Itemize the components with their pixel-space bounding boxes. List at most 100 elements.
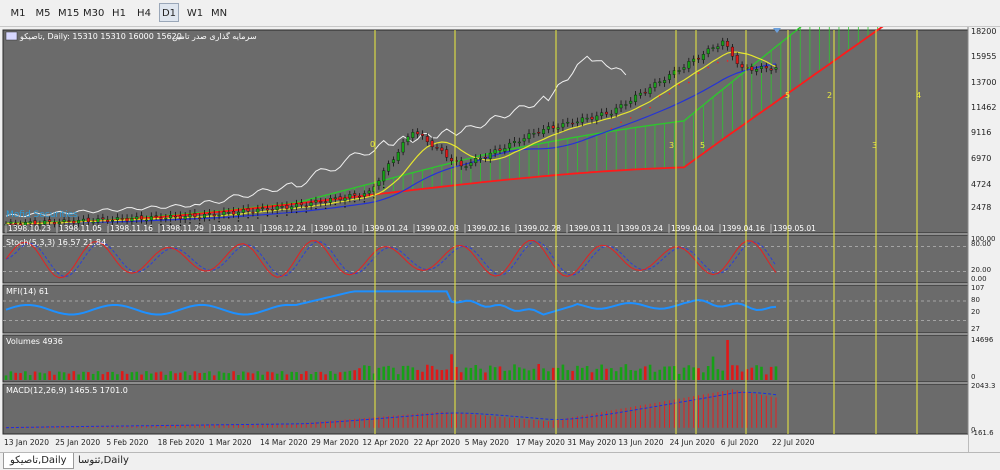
candle [609,113,613,116]
candle [183,216,187,220]
candle [120,218,124,220]
volume-bar [585,366,589,380]
chart-tab-1[interactable]: تاصیکو,Daily [3,453,74,469]
price-tick-label: 2478 [971,203,991,212]
volume-bar [740,371,744,380]
candle [169,215,173,219]
volume-bar [246,372,250,380]
volume-bar [261,374,264,380]
volume-bar [309,374,313,380]
volume-bar [726,339,729,380]
volume-bar [334,373,337,380]
timeframe-m15-button[interactable]: M15 [58,8,80,19]
volume-bar [159,371,163,380]
candle [232,211,236,215]
candle [532,132,536,135]
broker-watermark: Mofid Securities [6,210,78,220]
candle [420,133,424,136]
timeframe-m30-button[interactable]: M30 [83,8,105,19]
candle [450,157,454,161]
date-axis-label: 22 Apr 2020 [414,438,461,447]
moving-average-fast [5,51,777,225]
wave-label: 3 [669,141,674,150]
date-axis-label: 29 Mar 2020 [311,438,359,447]
volume-bar [179,372,182,380]
candle [72,220,76,224]
volume-bar [43,373,47,380]
psar-dot [658,95,661,98]
volume-bar [673,366,676,380]
date-axis-label: 24 Jun 2020 [670,438,715,447]
candle [164,218,168,220]
volume-bar [280,371,284,380]
timeframe-h4-button[interactable]: H4 [137,8,151,19]
candle [561,123,565,128]
volume-bar [348,370,352,380]
timeframe-w1-button[interactable]: W1 [186,8,204,19]
psar-dot [373,196,375,199]
volume-bar [67,373,71,380]
chart-tabs: تاصیکو,Daily ثتوسا,Daily [0,452,1000,470]
price-tick-label: 6970 [971,154,991,163]
date-axis-label: 1 Mar 2020 [209,438,252,447]
candle [425,136,429,142]
volume-bar [251,373,255,380]
volume-bar [643,366,647,380]
candle [590,116,594,120]
candle [677,70,681,72]
volume-bar [522,368,526,380]
candle [106,219,110,222]
volume-bar [241,371,245,380]
candle [624,104,628,106]
timeframe-d1-button[interactable]: D1 [159,3,179,22]
candle [67,220,71,222]
timeframe-m5-button[interactable]: M5 [35,8,51,19]
volume-bar [72,371,76,380]
volume-bar [450,354,453,380]
timeframe-m1-button[interactable]: M1 [10,8,26,19]
date-axis-label: 17 May 2020 [516,438,565,447]
volume-bar [372,373,376,380]
wave-label: 4 [916,91,921,100]
chart-tab-2[interactable]: ثتوسا,Daily [78,455,129,466]
price-tick-label: 18200 [971,27,996,36]
candle [585,117,589,120]
persian-date-label: 1399.05.01 [773,224,816,233]
volume-bar [338,372,342,380]
volume-bar [154,372,158,380]
psar-dot [334,203,337,206]
volume-bar [174,373,177,380]
psar-dot [179,224,182,227]
candle [459,160,463,167]
candle [527,133,531,139]
volume-bar [300,374,303,380]
volume-bar [304,371,308,380]
wave-label: 5 [785,91,790,100]
volume-bar [329,371,332,380]
candle [643,91,647,94]
candle [52,222,56,225]
persian-date-label: 1398.12.24 [263,224,306,233]
date-axis-label: 5 May 2020 [465,438,509,447]
candle [682,67,686,70]
volume-bar [518,367,521,380]
psar-dot [639,108,642,110]
volume-bar [469,367,473,380]
candle [406,136,410,142]
candle [198,217,202,219]
timeframe-mn-button[interactable]: MN [210,8,228,19]
date-axis-label: 13 Jun 2020 [618,438,663,447]
candle [48,219,52,222]
timeframe-h1-button[interactable]: H1 [112,8,126,19]
candle [207,213,211,215]
volume-bar [426,364,429,380]
candle [348,194,352,199]
persian-date-label: 1398.11.16 [110,224,153,233]
volume-bar [358,368,361,380]
psar-dot [169,223,172,225]
volume-tick-label: 14696 [971,336,994,344]
candle [469,162,473,166]
psar-dot [344,206,346,208]
persian-date-label: 1399.01.24 [365,224,408,233]
candle [33,220,37,225]
